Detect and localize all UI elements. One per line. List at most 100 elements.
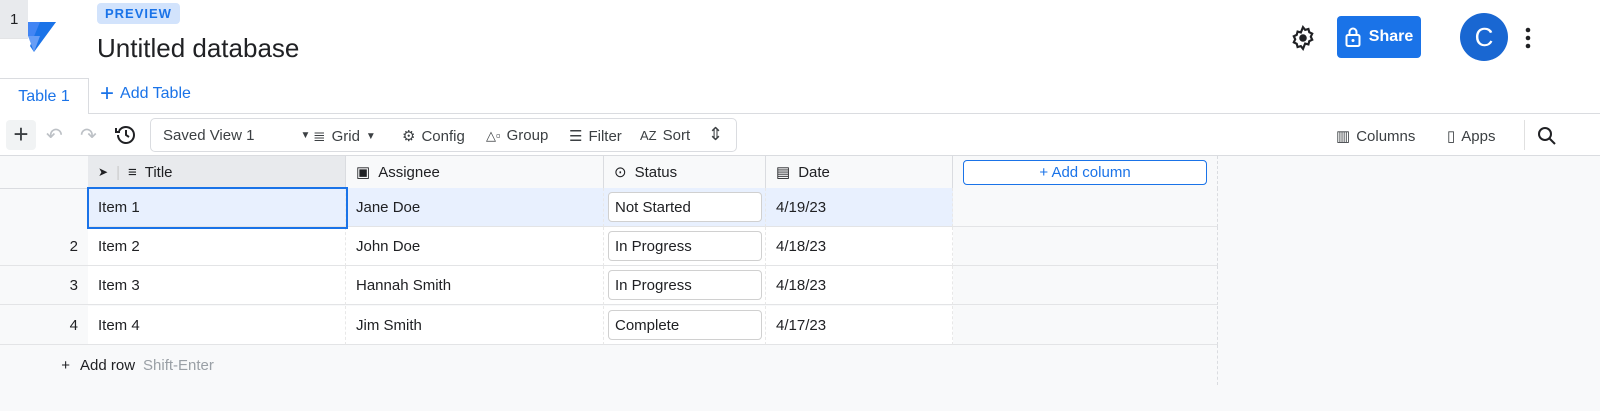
cell-date[interactable]: 4/17/23	[766, 306, 953, 345]
share-button[interactable]: Share	[1337, 16, 1421, 58]
grid-label: Grid	[331, 127, 360, 145]
column-header-date[interactable]: ▤ Date	[766, 156, 953, 189]
cell-assignee-text: John Doe	[356, 237, 421, 255]
columns-icon: ▥	[1336, 128, 1351, 145]
add-table-label: Add Table	[120, 85, 191, 102]
undo-icon[interactable]: ↶	[46, 125, 63, 147]
cell-assignee[interactable]: Jane Doe	[346, 188, 604, 227]
redo-icon[interactable]: ↷	[80, 125, 97, 147]
cell-date-text: 4/18/23	[776, 237, 827, 255]
cell-status[interactable]: Complete	[604, 306, 766, 345]
cell-title[interactable]: Item 3	[88, 266, 346, 305]
row-number[interactable]: 1	[0, 0, 29, 39]
row-number-text: 4	[69, 316, 78, 334]
column-header-title[interactable]: ➤ | ≡ Title	[88, 156, 346, 189]
phone-icon: ▯	[1447, 128, 1456, 145]
sort-button[interactable]: AZ Sort	[640, 127, 690, 144]
shapes-icon: △▫	[486, 127, 501, 143]
cell-title[interactable]: Item 4	[88, 306, 346, 345]
row-number-text: 1	[10, 10, 19, 28]
calendar-icon: ▤	[776, 164, 791, 181]
cell-status[interactable]: Not Started	[604, 188, 766, 227]
search-icon[interactable]	[1537, 126, 1557, 146]
grid-select[interactable]: ≣ Grid ▼	[313, 127, 376, 146]
dropdown-icon: ▼	[365, 130, 376, 142]
grid-icon: ≣	[313, 128, 326, 145]
view-controls	[150, 118, 737, 152]
cell-title-text: Item 2	[98, 237, 140, 255]
share-label: Share	[1368, 28, 1414, 45]
row-number[interactable]: 2	[0, 227, 88, 266]
preview-badge: PREVIEW	[97, 3, 180, 24]
cell-assignee[interactable]: John Doe	[346, 227, 604, 266]
dropdown-circle-icon: ⊙	[614, 164, 627, 181]
cell-title-text: Item 4	[98, 316, 140, 334]
empty-cell	[953, 306, 1218, 345]
add-row-button[interactable]: + Add row Shift-Enter	[0, 345, 1218, 385]
add-row-label: Add row	[80, 356, 136, 374]
cell-status[interactable]: In Progress	[604, 227, 766, 266]
add-table-button[interactable]: + Add Table	[100, 80, 191, 107]
header-label: Status	[634, 163, 678, 181]
tab-table-1[interactable]: Table 1	[0, 78, 89, 114]
apps-button[interactable]: ▯ Apps	[1447, 127, 1495, 146]
cell-title[interactable]: Item 2	[88, 227, 346, 266]
database-title[interactable]: Untitled database	[97, 33, 300, 63]
key-icon: ➤	[98, 165, 109, 179]
group-button[interactable]: △▫ Group	[486, 127, 548, 144]
cell-date[interactable]: 4/18/23	[766, 227, 953, 266]
cell-date[interactable]: 4/18/23	[766, 266, 953, 305]
row-number-header	[0, 156, 88, 189]
cell-date-text: 4/17/23	[776, 316, 827, 334]
column-header-assignee[interactable]: ▣ Assignee	[346, 156, 604, 189]
row-number[interactable]: 3	[0, 266, 88, 305]
status-chip[interactable]: In Progress	[608, 231, 762, 261]
header-label: Assignee	[378, 163, 440, 181]
add-icon[interactable]: +	[6, 120, 36, 150]
empty-cell	[953, 188, 1218, 227]
saved-view-select[interactable]: Saved View 1 ▼	[163, 127, 310, 144]
sort-label: Sort	[662, 127, 691, 144]
avatar[interactable]: C	[1460, 13, 1508, 61]
cell-title[interactable]: Item 1	[88, 188, 346, 227]
status-chip[interactable]: In Progress	[608, 270, 762, 300]
add-column-button[interactable]: + Add column	[963, 160, 1207, 185]
header-label: Title	[144, 163, 173, 181]
more-vert-icon[interactable]	[1518, 26, 1538, 50]
gear-icon: ⚙	[402, 128, 416, 145]
row-number-text: 3	[69, 276, 78, 294]
text-icon: ≡	[127, 163, 137, 181]
cell-assignee-text: Hannah Smith	[356, 276, 452, 294]
row-height-icon[interactable]: ⇕	[708, 124, 724, 144]
empty-cell	[953, 266, 1218, 305]
config-button[interactable]: ⚙ Config	[402, 127, 465, 146]
divider	[1524, 120, 1525, 150]
cell-assignee[interactable]: Hannah Smith	[346, 266, 604, 305]
saved-view-label: Saved View 1	[163, 127, 255, 144]
columns-button[interactable]: ▥ Columns	[1336, 127, 1415, 146]
cell-status[interactable]: In Progress	[604, 266, 766, 305]
add-row-hint: Shift-Enter	[143, 356, 214, 374]
person-card-icon: ▣	[356, 164, 371, 181]
cell-assignee-text: Jane Doe	[356, 198, 421, 216]
app-header	[0, 0, 1600, 76]
cell-date-text: 4/18/23	[776, 276, 827, 294]
column-header-status[interactable]: ⊙ Status	[604, 156, 766, 189]
toolbar	[0, 114, 1600, 156]
appsheet-logo-icon	[20, 22, 56, 52]
group-label: Group	[506, 127, 549, 144]
filter-button[interactable]: ☰ Filter	[569, 127, 622, 146]
plus-icon: +	[100, 80, 115, 107]
header-label: Date	[798, 163, 830, 181]
empty-cell	[953, 227, 1218, 266]
cell-date[interactable]: 4/19/23	[766, 188, 953, 227]
status-chip[interactable]: Complete	[608, 310, 762, 340]
sort-icon: AZ	[640, 128, 657, 143]
status-chip[interactable]: Not Started	[608, 192, 762, 222]
cell-assignee[interactable]: Jim Smith	[346, 306, 604, 345]
row-number-text: 2	[69, 237, 78, 255]
history-icon[interactable]	[114, 124, 136, 146]
config-label: Config	[421, 127, 465, 145]
row-number[interactable]: 4	[0, 306, 88, 345]
gear-icon[interactable]	[1290, 25, 1316, 51]
